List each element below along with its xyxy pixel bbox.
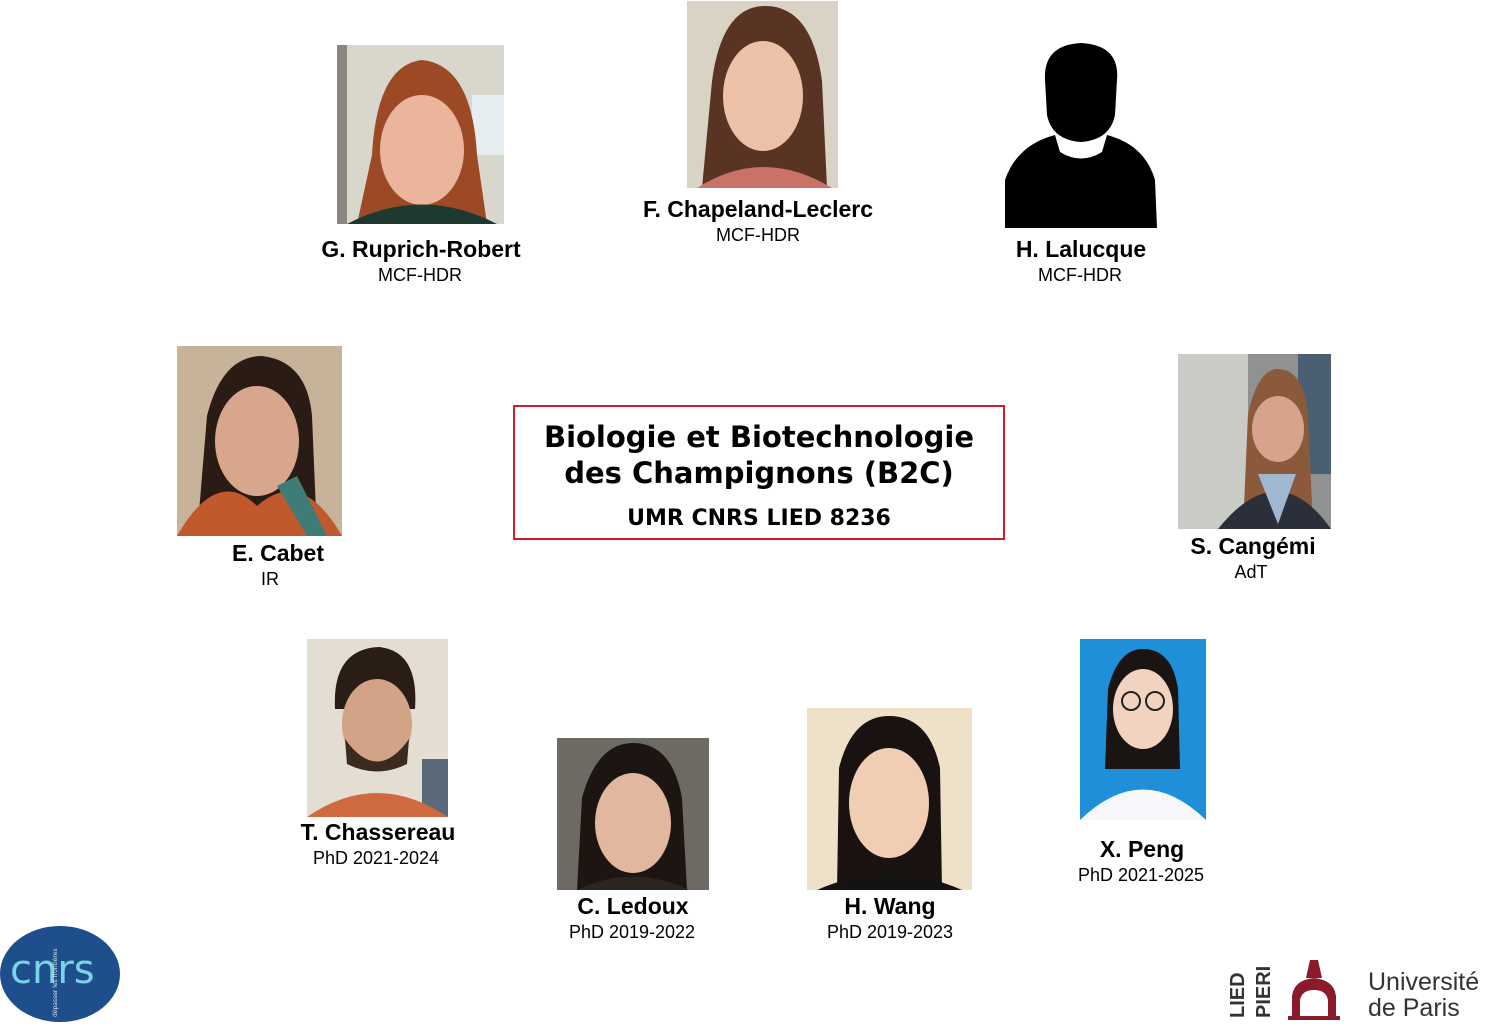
member-name-ruprich-robert: G. Ruprich-Robert bbox=[321, 236, 521, 262]
member-photo-wang bbox=[807, 708, 972, 890]
lab-title-box: Biologie et Biotechnologie des Champigno… bbox=[513, 405, 1005, 540]
university-logo: LIED PIERI Université de Paris bbox=[1222, 958, 1502, 1022]
member-role-chassereau: PhD 2021-2024 bbox=[312, 848, 440, 868]
member-name-wang: H. Wang bbox=[844, 893, 936, 919]
member-name-chassereau: T. Chassereau bbox=[300, 819, 456, 845]
person-silhouette-icon bbox=[1005, 40, 1157, 228]
member-name-cangemi: S. Cangémi bbox=[1190, 533, 1316, 559]
member-role-cabet: IR bbox=[261, 569, 279, 589]
lied-logo-text: LIED bbox=[1227, 972, 1249, 1018]
member-role-cangemi: AdT bbox=[1234, 562, 1268, 582]
member-photo-ledoux bbox=[557, 738, 709, 890]
member-role-wang: PhD 2019-2023 bbox=[826, 922, 954, 942]
member-role-ledoux: PhD 2019-2022 bbox=[568, 922, 696, 942]
member-role-ruprich-robert: MCF-HDR bbox=[378, 265, 462, 285]
member-name-peng: X. Peng bbox=[1099, 836, 1185, 862]
member-name-lalucque: H. Lalucque bbox=[1015, 236, 1147, 262]
university-name-line2: de Paris bbox=[1368, 994, 1460, 1022]
member-photo-cangemi bbox=[1178, 354, 1331, 529]
member-role-peng: PhD 2021-2025 bbox=[1077, 865, 1205, 885]
cnrs-logo-tagline: dépasser les frontières bbox=[52, 949, 59, 1017]
member-role-lalucque: MCF-HDR bbox=[1038, 265, 1122, 285]
member-photo-chapeland-leclerc bbox=[687, 1, 838, 188]
university-name-line1: Université bbox=[1368, 968, 1479, 996]
member-photo-lalucque bbox=[1005, 40, 1157, 228]
member-photo-cabet bbox=[177, 346, 342, 536]
member-photo-chassereau bbox=[307, 639, 448, 817]
lab-title-line1: Biologie et Biotechnologie bbox=[543, 420, 975, 454]
lab-subtitle: UMR CNRS LIED 8236 bbox=[627, 506, 891, 531]
eiffel-arch-icon bbox=[1288, 960, 1340, 1020]
cnrs-logo: cnrs dépasser les frontières bbox=[0, 925, 122, 1022]
member-role-chapeland-leclerc: MCF-HDR bbox=[716, 225, 800, 245]
cnrs-logo-text: cnrs bbox=[10, 947, 95, 993]
lab-title-line2: des Champignons (B2C) bbox=[564, 456, 954, 490]
member-name-chapeland-leclerc: F. Chapeland-Leclerc bbox=[642, 196, 874, 222]
member-name-cabet: E. Cabet bbox=[231, 540, 325, 566]
member-name-ledoux: C. Ledoux bbox=[577, 893, 689, 919]
pieri-logo-text: PIERI bbox=[1253, 966, 1275, 1018]
member-photo-ruprich-robert bbox=[337, 45, 504, 224]
member-photo-peng bbox=[1080, 639, 1206, 820]
